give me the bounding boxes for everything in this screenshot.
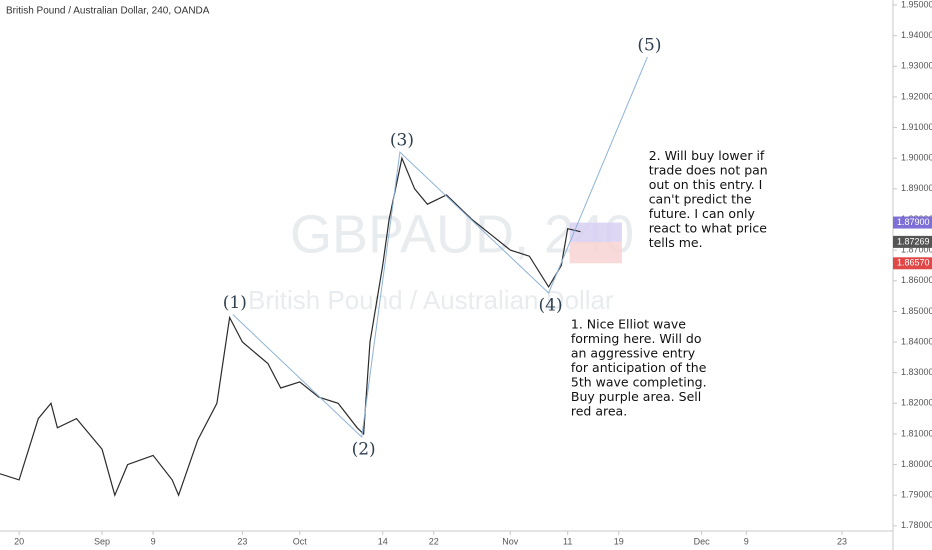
x-tick-label: 22 (429, 536, 439, 546)
y-tick-label: 1.94000 (901, 30, 932, 40)
x-tick-label: 9 (744, 536, 749, 546)
x-tick-label: Nov (502, 536, 519, 546)
wave-label: (1) (223, 293, 247, 313)
x-tick-label: 23 (237, 536, 247, 546)
y-tick-label: 1.82000 (901, 398, 932, 408)
price-tag-label: 1.87269 (897, 236, 930, 246)
annotation-line: for anticipation of the (571, 360, 707, 375)
x-tick-label: 14 (378, 536, 388, 546)
watermark-name: British Pound / Australian Dollar (248, 285, 614, 315)
y-tick-label: 1.87000 (901, 244, 932, 254)
price-tag (893, 257, 932, 270)
annotation-line: can't predict the (649, 192, 752, 207)
annotation-line: react to what price (649, 221, 768, 236)
annotation-line: red area. (571, 404, 627, 419)
y-tick-label: 1.79000 (901, 490, 932, 500)
x-tick-label: 20 (14, 536, 24, 546)
y-tick-label: 1.91000 (901, 122, 932, 132)
x-tick-label: Sep (94, 536, 110, 546)
annotation-line: 5th wave completing. (571, 375, 707, 390)
annotation-line: tells me. (649, 235, 703, 250)
x-tick-label: Oct (293, 536, 308, 546)
price-tag (893, 216, 932, 229)
y-tick-label: 1.89000 (901, 183, 932, 193)
wave-label: (2) (352, 440, 376, 460)
x-tick-label: 9 (151, 536, 156, 546)
annotation-line: future. I can only (649, 206, 756, 221)
y-tick-label: 1.84000 (901, 336, 932, 346)
annotation-line: 1. Nice Elliot wave (571, 317, 686, 332)
wave-label: (5) (637, 36, 661, 56)
annotation-line: 2. Will buy lower if (649, 148, 765, 163)
annotation-line: forming here. Will do (571, 331, 702, 346)
x-tick-label: 23 (837, 536, 847, 546)
wave-line (232, 56, 648, 439)
x-tick-label: 11 (563, 536, 572, 546)
price-tag (893, 235, 932, 248)
price-tag-label: 1.86570 (897, 258, 930, 268)
y-tick-label: 1.80000 (901, 459, 932, 469)
y-tick-label: 1.78000 (901, 520, 932, 530)
y-tick-label: 1.85000 (901, 306, 932, 316)
chart-title: British Pound / Australian Dollar, 240, … (6, 6, 210, 17)
y-tick-label: 1.93000 (901, 61, 932, 71)
annotation-line: an aggressive entry (571, 346, 696, 361)
annotation-line: trade does not pan (649, 163, 768, 178)
y-tick-label: 1.92000 (901, 91, 932, 101)
wave-label: (3) (390, 131, 414, 151)
trade-zone (569, 241, 622, 264)
y-tick-label: 1.83000 (901, 367, 932, 377)
price-line (0, 156, 581, 498)
plot-area (0, 0, 893, 531)
price-tag-label: 1.87900 (897, 217, 930, 227)
y-tick-label: 1.90000 (901, 153, 932, 163)
y-tick-label: 1.86000 (901, 275, 932, 285)
x-tick-label: Dec (694, 536, 711, 546)
annotation-line: out on this entry. I (649, 177, 763, 192)
x-tick-label: 19 (614, 536, 624, 546)
y-tick-label: 1.81000 (901, 428, 932, 438)
trade-zone (569, 222, 622, 242)
y-tick-label: 1.95000 (901, 0, 932, 9)
wave-label: (4) (539, 296, 563, 316)
annotation-line: Buy purple area. Sell (571, 389, 701, 404)
